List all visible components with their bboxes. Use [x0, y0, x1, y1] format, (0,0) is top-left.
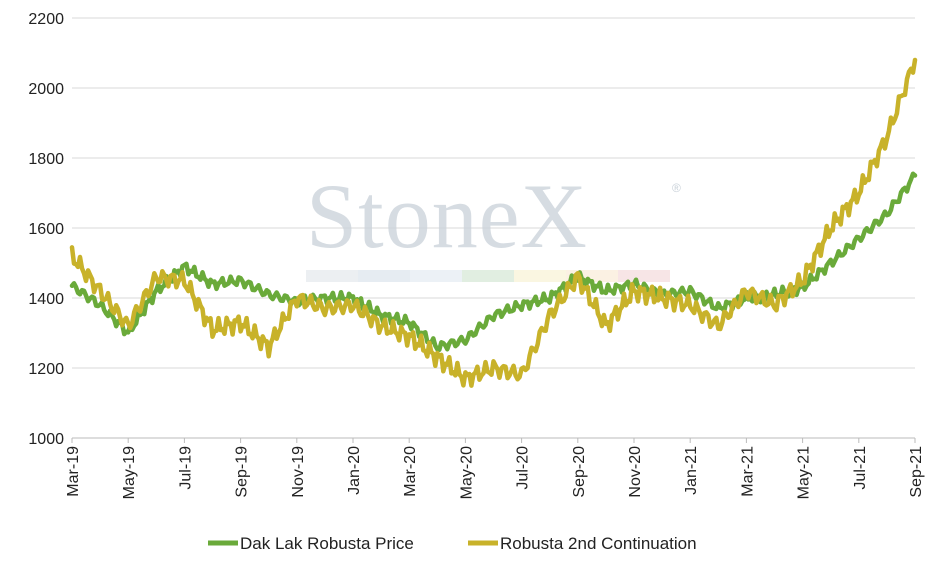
x-tick-label: Jul-20 — [515, 446, 532, 490]
watermark-band-7 — [618, 270, 670, 282]
y-tick-label: 1600 — [28, 221, 64, 238]
y-tick-label: 2200 — [28, 11, 64, 28]
x-tick-label: Nov-20 — [627, 446, 644, 498]
x-tick-label: Jan-20 — [346, 446, 363, 495]
legend-label-1: Robusta 2nd Continuation — [500, 534, 697, 553]
legend: Dak Lak Robusta Price Robusta 2nd Continu… — [208, 534, 697, 553]
gridlines — [72, 17, 915, 439]
x-tick-label: Sep-21 — [908, 446, 925, 498]
x-axis: Mar-19 May-19 Jul-19 Sep-19 Nov-19 Jan-20 Mar-… — [65, 438, 925, 499]
x-tick-label: Mar-21 — [739, 446, 756, 497]
y-tick-label: 1400 — [28, 291, 64, 308]
y-axis: 1000 1200 1400 1600 1800 2000 2200 — [28, 11, 64, 448]
x-tick-label: Jan-21 — [683, 446, 700, 495]
legend-label-0: Dak Lak Robusta Price — [240, 534, 414, 553]
y-tick-label: 1000 — [28, 431, 64, 448]
x-tick-label: May-20 — [458, 446, 475, 499]
series — [69, 57, 918, 388]
x-tick-label: Sep-20 — [571, 446, 588, 498]
x-tick-label: Mar-19 — [65, 446, 82, 497]
watermark-mark: ® — [672, 181, 681, 195]
x-tick-label: May-19 — [121, 446, 138, 499]
watermark-band-1 — [306, 270, 358, 282]
watermark: StoneX ® — [306, 165, 681, 282]
y-tick-label: 1800 — [28, 151, 64, 168]
series-line-1 — [69, 57, 918, 388]
x-tick-label: Jul-19 — [177, 446, 194, 490]
y-tick-label: 1200 — [28, 361, 64, 378]
x-tick-label: Mar-20 — [402, 446, 419, 497]
watermark-band-4 — [462, 270, 514, 282]
watermark-text: StoneX — [306, 165, 588, 267]
x-tick-label: Sep-19 — [234, 446, 251, 498]
watermark-band-3 — [410, 270, 462, 282]
x-tick-label: May-21 — [796, 446, 813, 499]
x-tick-label: Jul-21 — [852, 446, 869, 490]
series-line-0 — [69, 171, 918, 353]
watermark-band-2 — [358, 270, 410, 282]
watermark-band-5 — [514, 270, 566, 282]
y-tick-label: 2000 — [28, 81, 64, 98]
x-tick-label: Nov-19 — [290, 446, 307, 498]
